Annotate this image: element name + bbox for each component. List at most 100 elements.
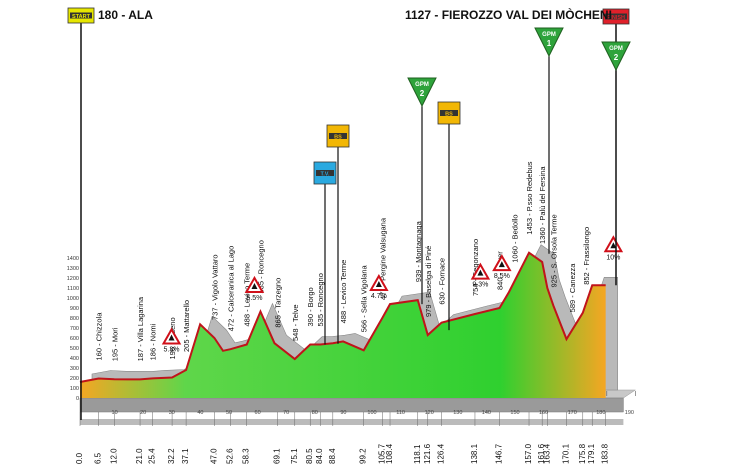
slope-icon: [251, 282, 258, 289]
y-tick-label: 800: [70, 316, 79, 322]
km-label: 118.1: [413, 444, 422, 464]
gradient-badge: 9.3%: [470, 262, 491, 289]
km-label: 179.1: [587, 443, 596, 464]
location-label: 187 - Villa Lagarina: [136, 296, 145, 361]
km-label: 138.1: [470, 443, 479, 464]
sprint-flag-text: BS: [334, 135, 342, 141]
gpm-text: GPM: [609, 46, 623, 52]
slope-icon: [168, 334, 175, 341]
gradient-label: 4.7%: [371, 293, 387, 300]
y-tick-label: 600: [70, 336, 79, 342]
km-label: 25.4: [148, 448, 157, 464]
location-label: 535 - Roncegno: [256, 240, 265, 293]
x-tick-label: 80: [312, 410, 318, 416]
km-label: 105.7: [377, 443, 386, 464]
x-tick-label: 30: [169, 410, 175, 416]
tv-flag-band: [316, 170, 334, 176]
location-label: 754 - Segonzano: [471, 239, 480, 296]
km-label: 161.6: [537, 443, 546, 464]
km-label: 21.0: [135, 448, 144, 464]
x-tick-label: 40: [197, 410, 203, 416]
gpm-text: GPM: [542, 32, 556, 38]
location-label: 589 - Canezza: [568, 263, 577, 313]
km-label: 170.1: [561, 443, 570, 464]
km-label: 175.8: [578, 443, 587, 464]
y-tick-label: 900: [70, 306, 79, 312]
finish-flag-text: FINISH: [607, 15, 625, 21]
gpm-triangle-icon: [407, 77, 437, 108]
sprint-flag: BS: [437, 101, 461, 125]
x-tick-label: 10: [112, 410, 118, 416]
location-label: 195 - Mori: [110, 327, 119, 361]
y-tick-label: 700: [70, 326, 79, 332]
x-tick-label: 70: [283, 410, 289, 416]
km-label: 52.6: [225, 448, 234, 464]
sprint-flag-band: [329, 133, 347, 139]
y-tick-label: 1000: [67, 296, 79, 302]
location-label: 1360 - Palù del Fersina: [538, 166, 547, 244]
location-label: 160 - Chizzola: [95, 312, 104, 361]
km-label: 47.0: [209, 448, 218, 464]
gradient-label: 8.5%: [494, 273, 510, 280]
finish-flag-band: [605, 13, 627, 20]
y-tick-label: 500: [70, 346, 79, 352]
km-label: 6.5: [94, 452, 103, 464]
gpm-triangle-icon: [601, 41, 631, 72]
km-label: 32.2: [167, 448, 176, 464]
gradient-badge: 10%: [603, 235, 624, 261]
sprint-flag: BS: [326, 124, 350, 148]
x-tick-label: 180: [596, 410, 605, 416]
sprint-flag-band: [440, 110, 458, 116]
x-tick-label: 110: [396, 410, 405, 416]
gradient-label: 9.3%: [472, 282, 488, 289]
gradient-badge: 8.5%: [492, 254, 512, 280]
location-label: 548 - Telve: [291, 304, 300, 341]
location-label: 488 - Levico Terme: [243, 263, 252, 327]
x-tick-label: 130: [453, 410, 462, 416]
gradient-label: 5.3%: [164, 347, 180, 354]
y-tick-label: 1100: [67, 286, 79, 292]
x-tick-label: 150: [510, 410, 519, 416]
y-tick-label: 1200: [67, 276, 79, 282]
y-tick-label: 400: [70, 356, 79, 362]
x-tick-label: 120: [425, 410, 434, 416]
location-label: 477 - Pergine Valsugana: [378, 217, 387, 300]
gpm-category: 1: [547, 39, 552, 48]
gpm-text: GPM: [415, 82, 429, 88]
x-tick-label: 190: [625, 410, 634, 416]
profile-area: [80, 252, 606, 398]
y-tick-label: 1300: [67, 266, 79, 272]
location-label: 1060 - Bedollo: [511, 214, 520, 262]
km-label: 108.4: [385, 443, 394, 464]
finish-location-title: 1127 - FIEROZZO VAL DEI MÒCHENI: [405, 8, 612, 22]
gradient-label: 5.5%: [246, 295, 262, 302]
x-tick-label: 100: [367, 410, 376, 416]
location-label: 1453 - P.sso Redebus: [525, 161, 534, 234]
x-tick-label: 140: [482, 410, 491, 416]
km-label: 75.1: [290, 448, 299, 464]
x-tick-label: 170: [568, 410, 577, 416]
km-label: 58.3: [242, 448, 251, 464]
location-label: 488 - Levico Terme: [339, 260, 348, 324]
km-label: 126.4: [437, 443, 446, 464]
x-tick-label: 50: [226, 410, 232, 416]
tv-flag: T.V.: [313, 161, 337, 185]
y-tick-label: 0: [76, 396, 79, 402]
slope-icon: [498, 261, 505, 268]
slope-icon: [610, 242, 617, 249]
location-label: 939 - Montagnaga: [414, 220, 423, 282]
km-label: 37.1: [181, 448, 190, 464]
start-flag: START: [67, 7, 95, 24]
km-label: 146.7: [495, 443, 504, 464]
km-label: 69.1: [273, 448, 282, 464]
slope-icon: [375, 280, 382, 287]
x-tick-label: 160: [539, 410, 548, 416]
sprint-flag-text: BS: [445, 112, 453, 118]
gpm-triangle-icon: [534, 27, 564, 58]
location-label: 925 - S. Orsola Terme: [549, 214, 558, 287]
km-label: 80.5: [305, 448, 314, 464]
km-label: 88.4: [328, 448, 337, 464]
